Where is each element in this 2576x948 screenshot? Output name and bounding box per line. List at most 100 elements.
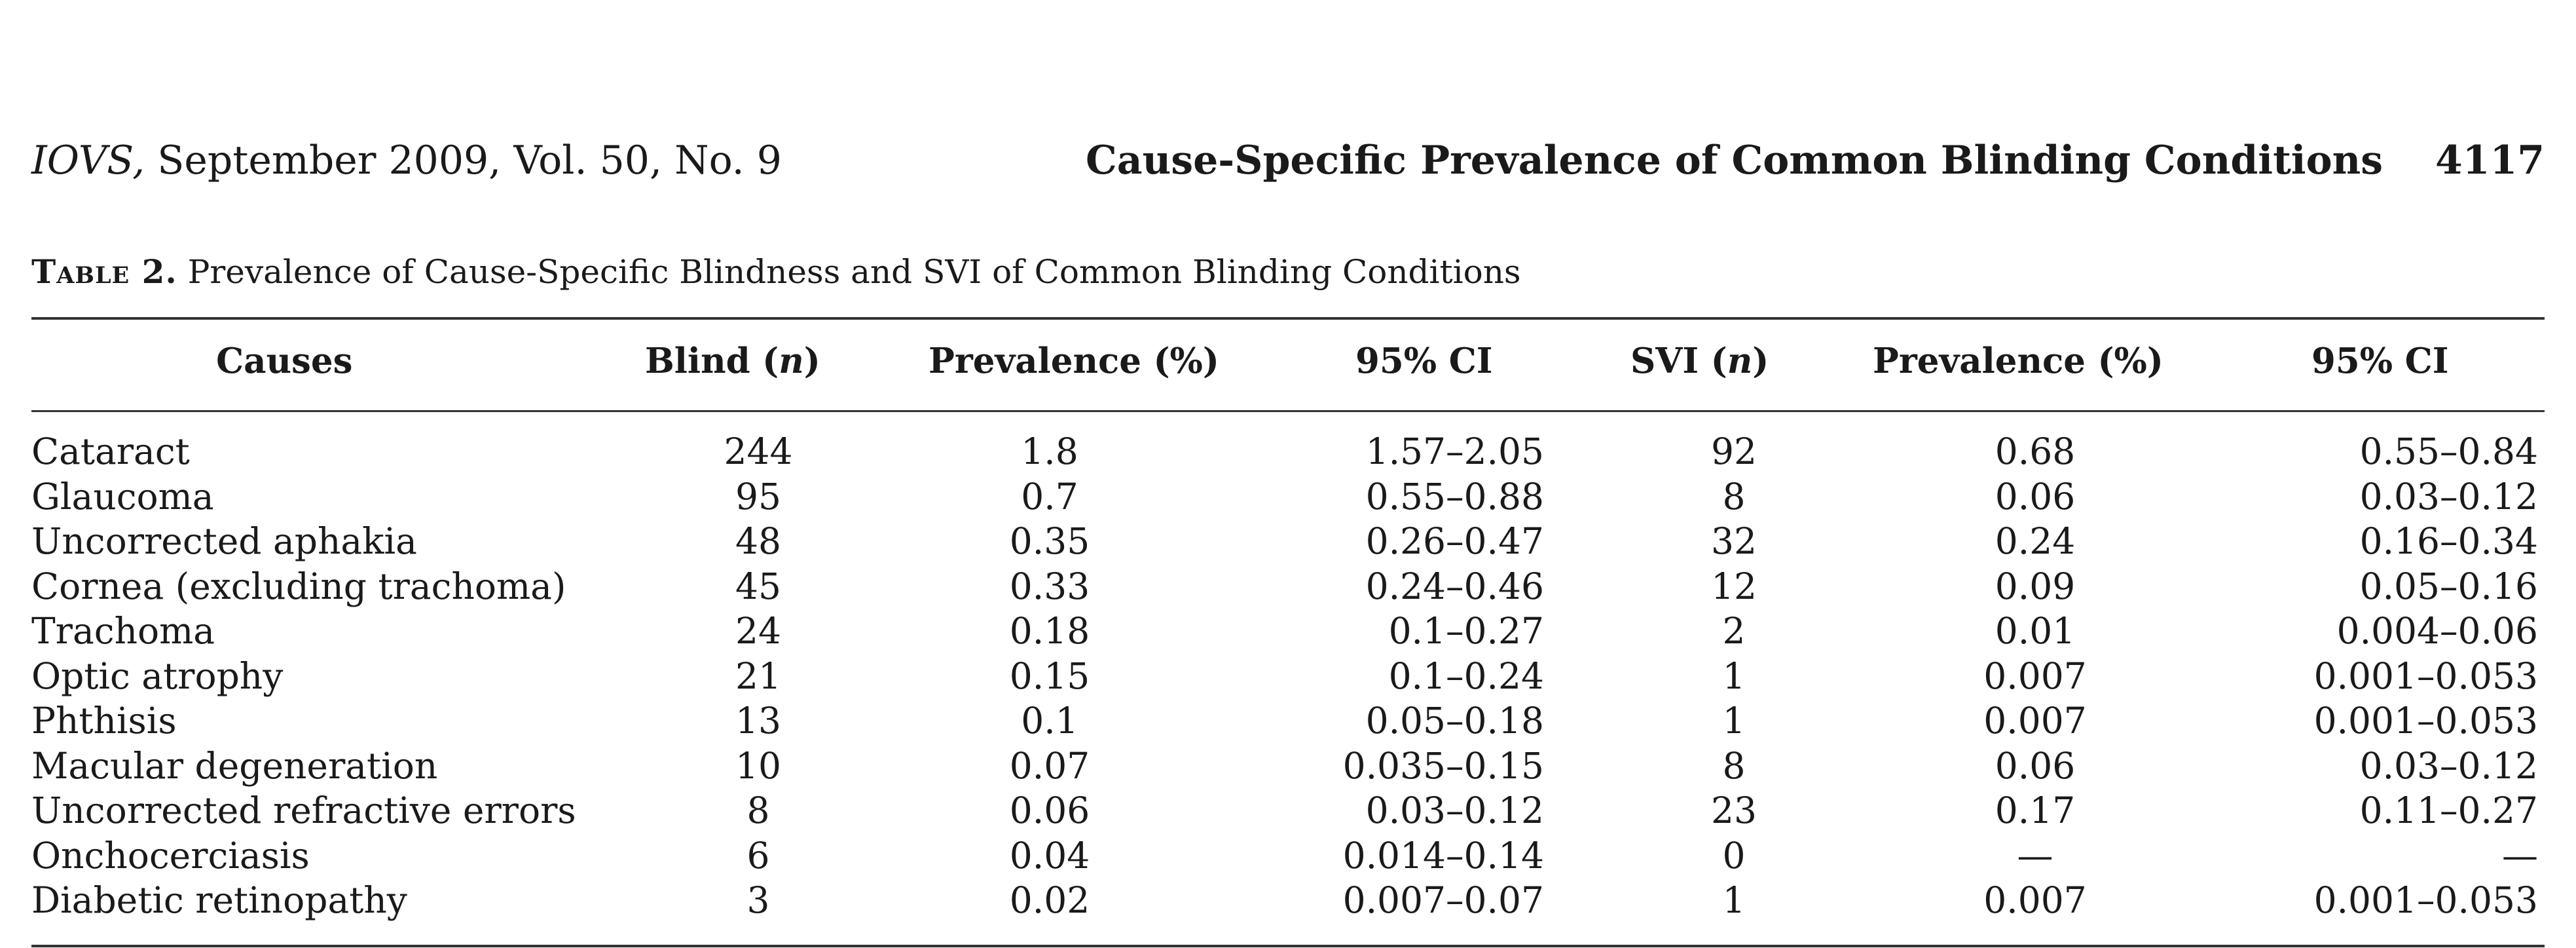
svi-n-cell: 1 [1722,654,1746,697]
blind-n-cell: 24 [735,610,781,653]
prevalence-blind-cell: 0.1 [1021,700,1078,742]
prevalence-blind-cell: 0.06 [1009,789,1090,832]
prevalence-blind-cell: 0.07 [1009,744,1090,787]
table-row: Macular degeneration 10 0.07 0.035–0.15 8 0.0… [31,744,2545,789]
prevalence-blind-cell: 0.33 [1009,565,1090,607]
ci-svi-cell: 0.05–0.16 [2359,565,2538,607]
article-title: Cause-Specific Prevalence of Common Blin… [1086,138,2383,183]
blind-n-cell: 95 [735,475,781,518]
table-row: Diabetic retinopathy 3 0.02 0.007–0.07 1 0.00… [31,878,2545,923]
svi-n-cell: 32 [1711,520,1757,563]
ci-svi-cell: 0.11–0.27 [2359,789,2538,832]
blind-n-cell: 6 [746,834,770,877]
table-row: Cataract 244 1.8 1.57–2.05 92 0.68 0.55–0.84 [31,429,2545,474]
table-row: Glaucoma 95 0.7 0.55–0.88 8 0.06 0.03–0.12 [31,474,2545,520]
prevalence-blind-cell: 0.15 [1009,654,1090,697]
cause-cell: Uncorrected refractive errors [31,789,576,832]
ci-svi-cell: 0.001–0.053 [2313,700,2538,742]
ci-blind-cell: 0.035–0.15 [1342,744,1544,787]
header-ci-blind: 95% CI [1355,341,1493,381]
prevalence-svi-cell: 0.24 [1995,520,2076,563]
ci-blind-cell: 0.26–0.47 [1365,520,1544,563]
ci-blind-cell: 0.55–0.88 [1365,475,1544,518]
header-ci-svi: 95% CI [2311,341,2449,381]
journal-citation: IOVS, September 2009, Vol. 50, No. 9 [31,138,782,183]
table-caption-text: Prevalence of Cause-Specific Blindness a… [187,253,1521,291]
cause-cell: Diabetic retinopathy [31,879,407,922]
table-row: Trachoma 24 0.18 0.1–0.27 2 0.01 0.004–0.06 [31,609,2545,654]
cause-cell: Trachoma [31,610,215,653]
ci-blind-cell: 0.24–0.46 [1365,565,1544,607]
ci-svi-cell: 0.03–0.12 [2359,475,2538,518]
blind-n-cell: 45 [735,565,781,607]
prevalence-svi-cell: 0.68 [1995,430,2076,473]
cause-cell: Optic atrophy [31,654,284,697]
cause-cell: Macular degeneration [31,744,438,787]
ci-blind-cell: 0.014–0.14 [1342,834,1544,877]
ci-svi-cell: 0.55–0.84 [2359,430,2538,473]
journal-issue: September 2009, Vol. 50, No. 9 [157,138,782,183]
ci-blind-cell: 1.57–2.05 [1365,430,1544,473]
prevalence-svi-cell: 0.01 [1995,610,2076,653]
cause-cell: Cornea (excluding trachoma) [31,565,566,607]
running-title: Cause-Specific Prevalence of Common Blin… [1086,138,2545,183]
prevalence-blind-cell: 0.7 [1021,475,1078,518]
ci-svi-cell: 0.03–0.12 [2359,744,2538,787]
prevalence-blind-cell: 0.04 [1009,834,1090,877]
cause-cell: Uncorrected aphakia [31,520,417,563]
prevalence-table: Cataract 244 1.8 1.57–2.05 92 0.68 0.55–0.84 Gl… [31,429,2545,923]
prevalence-blind-cell: 0.35 [1009,520,1090,563]
blind-n-cell: 48 [735,520,781,563]
blind-n-cell: 8 [746,789,770,832]
ci-svi-cell: — [2502,834,2538,877]
ci-blind-cell: 0.03–0.12 [1365,789,1544,832]
page-number: 4117 [2435,138,2545,183]
table-row: Phthisis 13 0.1 0.05–0.18 1 0.007 0.001–0.053 [31,698,2545,744]
blind-n-cell: 244 [724,430,793,473]
header-prevalence-svi: Prevalence (%) [1873,341,2163,381]
prevalence-svi-cell: 0.007 [1983,654,2087,697]
svi-n-cell: 8 [1722,475,1746,518]
table-caption: Table 2. Prevalence of Cause-Specific Bl… [31,252,1521,291]
prevalence-svi-cell: 0.06 [1995,475,2076,518]
table-top-rule [31,317,2545,320]
header-svi-n: SVI (n) [1630,341,1769,381]
prevalence-svi-cell: 0.09 [1995,565,2076,607]
ci-svi-cell: 0.16–0.34 [2359,520,2538,563]
table-label: Table 2. [31,252,177,291]
svi-n-cell: 8 [1722,744,1746,787]
journal-name: IOVS, [31,138,145,183]
table-row: Optic atrophy 21 0.15 0.1–0.24 1 0.007 0.001–0… [31,654,2545,699]
table-row: Uncorrected aphakia 48 0.35 0.26–0.47 32 0.24… [31,519,2545,564]
ci-blind-cell: 0.007–0.07 [1342,879,1544,922]
ci-svi-cell: 0.001–0.053 [2313,654,2538,697]
svi-n-cell: 92 [1711,430,1757,473]
prevalence-svi-cell: 0.007 [1983,700,2087,742]
page-header: IOVS, September 2009, Vol. 50, No. 9 Cau… [31,138,2545,190]
header-prevalence-blind: Prevalence (%) [929,341,1219,381]
prevalence-blind-cell: 1.8 [1021,430,1078,473]
svi-n-cell: 1 [1722,700,1746,742]
prevalence-svi-cell: 0.06 [1995,744,2076,787]
ci-svi-cell: 0.004–0.06 [2336,610,2538,653]
table-body: Cataract 244 1.8 1.57–2.05 92 0.68 0.55–0.84 Gl… [31,429,2545,923]
header-blind-n: Blind (n) [645,341,820,381]
cause-cell: Cataract [31,430,190,473]
table-row: Cornea (excluding trachoma) 45 0.33 0.24–0.… [31,564,2545,609]
table-row: Onchocerciasis 6 0.04 0.014–0.14 0 — — [31,833,2545,879]
table-row: Uncorrected refractive errors 8 0.06 0.03–0… [31,788,2545,833]
svi-n-cell: 23 [1711,789,1757,832]
table-bottom-rule [31,945,2545,947]
ci-svi-cell: 0.001–0.053 [2313,879,2538,922]
blind-n-cell: 21 [735,654,781,697]
ci-blind-cell: 0.05–0.18 [1365,700,1544,742]
blind-n-cell: 10 [735,744,781,787]
cause-cell: Onchocerciasis [31,834,310,877]
prevalence-svi-cell: — [2017,834,2053,877]
ci-blind-cell: 0.1–0.27 [1388,610,1544,653]
svi-n-cell: 1 [1722,879,1746,922]
svi-n-cell: 2 [1722,610,1746,653]
ci-blind-cell: 0.1–0.24 [1388,654,1544,697]
table-header-rule [31,410,2545,412]
prevalence-svi-cell: 0.007 [1983,879,2087,922]
